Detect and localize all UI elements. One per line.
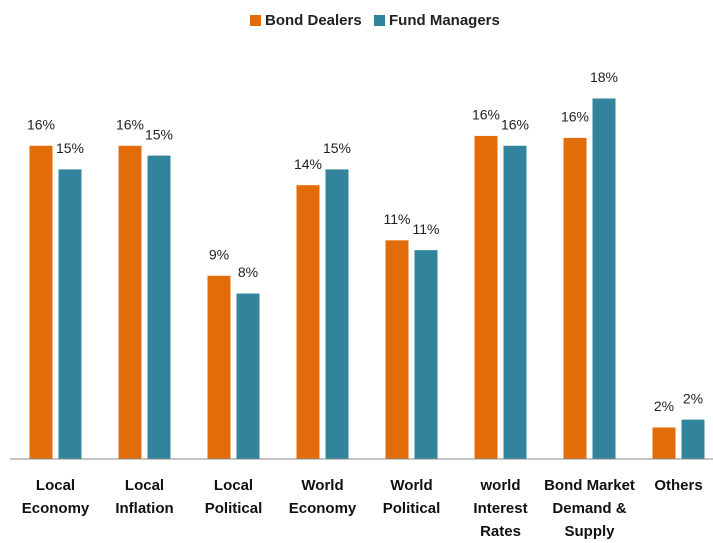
data-label: 16% [116, 116, 144, 132]
data-label: 11% [384, 211, 411, 227]
data-label: 16% [501, 116, 529, 132]
data-label: 2% [654, 398, 674, 414]
data-label: 11% [413, 221, 440, 237]
x-tick-label: Others [654, 477, 703, 494]
data-label: 15% [56, 140, 84, 156]
bar [147, 155, 171, 459]
data-label: 2% [683, 390, 703, 406]
bar [414, 250, 438, 459]
bar [681, 419, 705, 459]
data-label: 16% [472, 107, 500, 123]
x-tick-label: World Political [382, 477, 441, 517]
bar [58, 169, 82, 459]
data-label: 14% [294, 156, 322, 172]
x-tick-label: world Interest Rates [473, 477, 528, 540]
data-label: 16% [27, 116, 55, 132]
bar [563, 137, 587, 459]
x-tick-label: World Economy [288, 477, 357, 517]
legend-swatch [250, 15, 261, 26]
bar [296, 185, 320, 460]
bar [474, 135, 498, 460]
bar [503, 145, 527, 459]
x-tick-label: Bond Market Demand & Supply [544, 477, 635, 540]
bar [592, 98, 616, 460]
data-label: 18% [590, 69, 618, 85]
data-label: 9% [209, 246, 229, 262]
legend-label: Fund Managers [389, 12, 500, 29]
legend-label: Bond Dealers [265, 12, 362, 29]
data-label: 16% [561, 109, 589, 125]
bar [236, 293, 260, 459]
x-tick-label: Local Political [204, 477, 263, 517]
legend-swatch [374, 15, 385, 26]
data-label: 15% [323, 140, 351, 156]
x-tick-label: Local Economy [21, 477, 90, 517]
bar [118, 145, 142, 459]
bar [652, 427, 676, 459]
bar [385, 240, 409, 459]
x-tick-label: Local Inflation [115, 477, 174, 517]
bar [207, 275, 231, 459]
data-label: 8% [238, 264, 258, 280]
data-label: 15% [145, 126, 173, 142]
bar [325, 169, 349, 459]
bar [29, 145, 53, 459]
